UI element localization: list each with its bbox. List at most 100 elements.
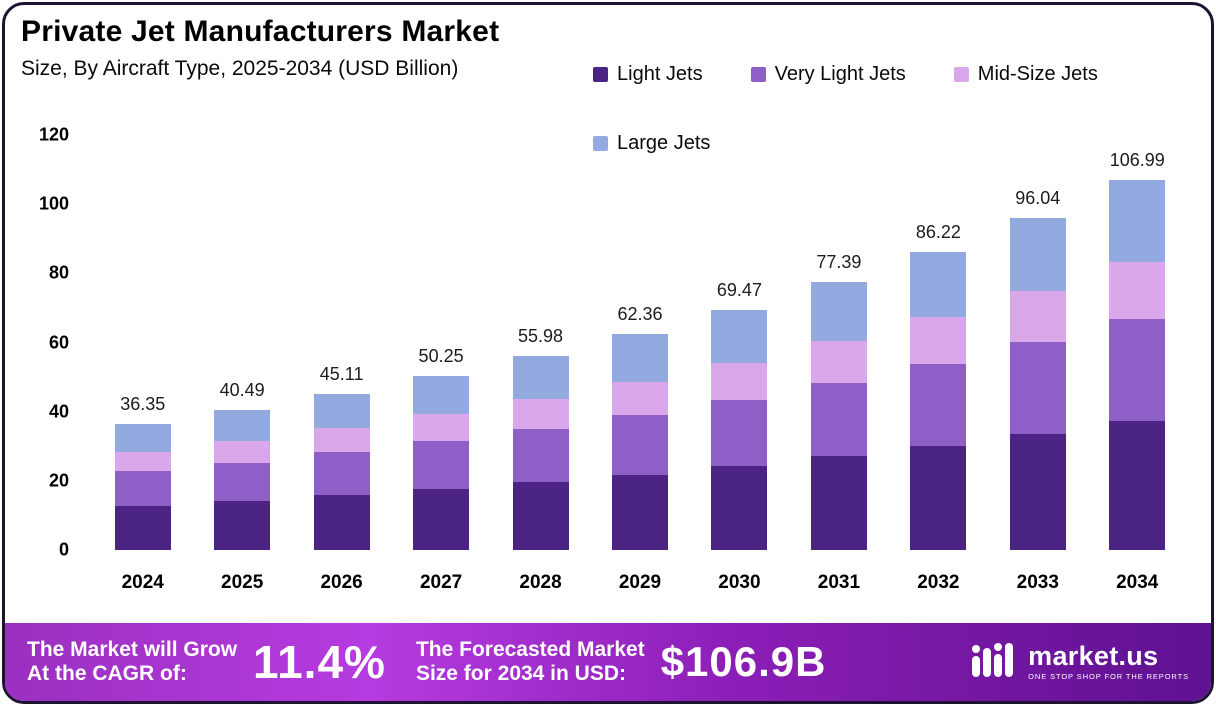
bar-segment-light-jets <box>512 482 569 550</box>
marketus-logo-icon <box>970 642 1018 683</box>
x-tick-label: 2025 <box>221 572 264 593</box>
forecast-value: $106.9B <box>660 638 827 685</box>
bar-segment-large-jets <box>114 424 171 453</box>
bottom-banner: The Market will Grow At the CAGR of: 11.… <box>5 623 1211 701</box>
y-tick-label: 100 <box>38 193 69 214</box>
legend-swatch-mid-size-jets <box>953 67 969 82</box>
bar-total-label: 40.49 <box>219 379 265 400</box>
bar-segment-light-jets <box>711 465 768 550</box>
bar-stack: 55.98 <box>512 326 569 550</box>
bar-total-label: 55.98 <box>518 326 564 347</box>
bar-segment-large-jets <box>910 251 967 318</box>
chart-subtitle: Size, By Aircraft Type, 2025-2034 (USD B… <box>21 57 459 80</box>
bar-segment-very-light-jets <box>512 428 569 483</box>
legend-swatch-light-jets <box>593 67 608 82</box>
forecast-label-line2: Size for 2034 in USD: <box>415 662 627 685</box>
bar-segment-large-jets <box>1109 180 1166 262</box>
x-tick-label: 2033 <box>1016 572 1059 593</box>
bar-column: 106.99 2034 <box>1088 135 1187 593</box>
bar-segment-light-jets <box>214 500 271 550</box>
bar-segment-very-light-jets <box>611 415 668 475</box>
legend-row-1: Light Jets Very Light Jets Mid-Size Jets <box>593 63 1098 86</box>
y-tick-label: 20 <box>48 470 69 491</box>
bar-stack: 96.04 <box>1009 188 1066 550</box>
bar-segment-large-jets <box>413 376 470 415</box>
bar-column: 86.22 2032 <box>889 135 988 593</box>
x-tick-label: 2026 <box>320 572 363 593</box>
bar-stack: 86.22 <box>910 222 967 550</box>
bar-segment-large-jets <box>1009 217 1066 291</box>
bar-total-label: 77.39 <box>816 252 862 273</box>
bar-segment-very-light-jets <box>910 363 967 446</box>
legend-label-very-light-jets: Very Light Jets <box>774 63 906 85</box>
bar-segment-mid-size-jets <box>114 452 171 472</box>
chart-header: Private Jet Manufacturers Market Size, B… <box>21 15 661 81</box>
legend-item-light-jets: Light Jets <box>593 63 703 86</box>
bar-segment-light-jets <box>1009 433 1066 550</box>
bar-column: 40.49 2025 <box>192 135 291 593</box>
bar-stack: 106.99 <box>1109 150 1166 550</box>
x-tick-label: 2032 <box>917 572 960 593</box>
y-tick-label: 120 <box>38 124 69 145</box>
bar-segment-very-light-jets <box>214 462 271 501</box>
bar-total-label: 36.35 <box>120 394 166 415</box>
y-tick-label: 80 <box>48 262 69 283</box>
bar-segment-mid-size-jets <box>512 398 569 429</box>
bar-stack: 50.25 <box>413 346 470 550</box>
bar-segment-mid-size-jets <box>1109 261 1166 319</box>
bar-segment-light-jets <box>611 474 668 550</box>
x-tick-label: 2030 <box>718 572 761 593</box>
bar-segment-very-light-jets <box>810 382 867 457</box>
bar-total-label: 45.11 <box>319 364 364 384</box>
x-tick-label: 2031 <box>817 572 861 593</box>
legend-swatch-large-jets <box>593 136 608 151</box>
legend-item-large-jets: Large Jets <box>593 132 710 155</box>
bar-segment-large-jets <box>214 409 271 441</box>
cagr-label-line2: At the CAGR of: <box>27 662 187 685</box>
bar-segment-very-light-jets <box>1109 318 1166 421</box>
bar-column: 69.47 2030 <box>690 135 789 593</box>
bar-column: 55.98 2028 <box>491 135 590 593</box>
bar-segment-large-jets <box>512 356 569 399</box>
brand-name: market.us <box>1028 641 1159 672</box>
bar-column: 36.35 2024 <box>93 135 192 593</box>
bar-column: 50.25 2027 <box>391 135 490 593</box>
bar-segment-mid-size-jets <box>611 381 668 416</box>
bar-segment-light-jets <box>910 445 967 550</box>
bar-total-label: 86.22 <box>915 221 961 242</box>
x-tick-label: 2024 <box>121 572 164 593</box>
bar-segment-mid-size-jets <box>810 341 867 383</box>
bar-segment-mid-size-jets <box>1009 290 1066 343</box>
bar-column: 45.11 2026 <box>292 135 391 593</box>
bar-segment-light-jets <box>313 495 370 550</box>
cagr-label-line1: The Market will Grow <box>27 637 238 661</box>
bar-segment-very-light-jets <box>114 471 171 507</box>
bar-column: 96.04 2033 <box>988 135 1087 593</box>
bar-segment-very-light-jets <box>1009 342 1066 434</box>
legend-label-light-jets: Light Jets <box>617 63 703 85</box>
bar-total-label: 50.25 <box>418 346 464 367</box>
bar-segment-light-jets <box>114 506 171 550</box>
cagr-label: The Market will Grow At the CAGR of: <box>27 638 237 686</box>
brand-tagline: ONE STOP SHOP FOR THE REPORTS <box>1028 672 1189 682</box>
bar-segment-very-light-jets <box>711 399 768 466</box>
x-tick-label: 2029 <box>618 572 662 593</box>
y-axis: 0 20 40 60 80 100 120 <box>5 125 85 560</box>
bar-segment-mid-size-jets <box>214 440 271 463</box>
bar-total-label: 96.04 <box>1015 187 1061 208</box>
bar-segment-mid-size-jets <box>413 414 470 442</box>
bar-segment-large-jets <box>611 334 668 382</box>
bar-segment-mid-size-jets <box>313 428 370 453</box>
x-tick-label: 2028 <box>519 572 562 593</box>
page-title: Private Jet Manufacturers Market <box>21 15 500 48</box>
bar-total-label: 69.47 <box>716 279 762 300</box>
bar-stack: 77.39 <box>810 252 867 550</box>
y-tick-label: 60 <box>48 332 69 352</box>
legend-item-mid-size-jets: Mid-Size Jets <box>953 63 1098 86</box>
bar-segment-mid-size-jets <box>910 317 967 364</box>
bar-segment-light-jets <box>1109 420 1166 550</box>
bar-total-label: 106.99 <box>1109 150 1165 170</box>
bar-segment-light-jets <box>810 456 867 550</box>
bar-segment-very-light-jets <box>413 441 470 490</box>
